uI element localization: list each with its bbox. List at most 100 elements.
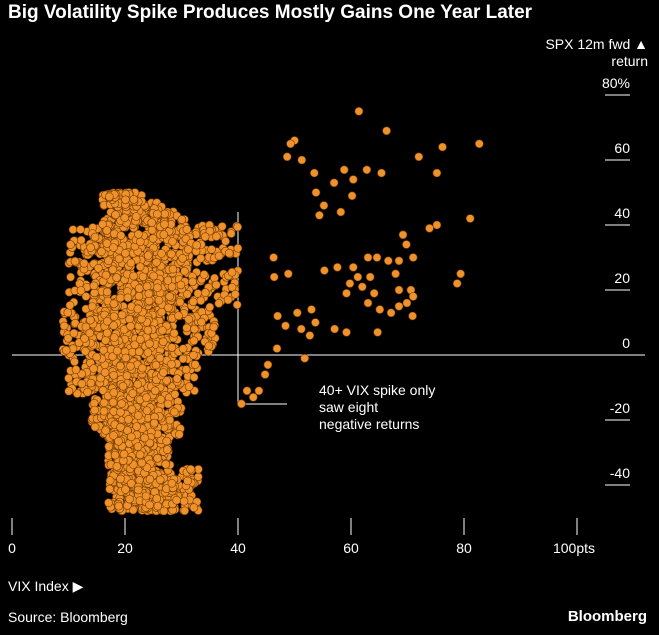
axis-labels: 80% 60 40 20 0 -20 -40 SPX 12m fwd ▲return 0 20 40…	[8, 36, 648, 556]
data-point	[273, 311, 282, 321]
cluster-point	[105, 476, 115, 485]
cluster-point	[109, 321, 118, 330]
cluster-point	[189, 372, 199, 382]
cluster-point	[90, 422, 100, 432]
cluster-point	[167, 343, 177, 352]
cluster-point	[119, 449, 129, 459]
cluster-point	[117, 310, 127, 320]
cluster-point	[223, 295, 233, 305]
cluster-point	[89, 364, 98, 373]
cluster-point	[127, 404, 137, 414]
cluster-point	[162, 445, 172, 454]
data-point	[254, 386, 264, 396]
cluster-point	[207, 245, 216, 254]
cluster-point	[148, 234, 158, 243]
cluster-point	[162, 436, 171, 446]
cluster-point	[143, 251, 153, 260]
data-point	[365, 272, 375, 282]
cluster-point	[134, 284, 144, 293]
cluster-point	[201, 288, 210, 297]
cluster-point	[81, 292, 91, 301]
cluster-point	[80, 334, 89, 343]
cluster-point	[188, 297, 198, 307]
cluster-point	[134, 230, 143, 239]
cluster-point	[151, 360, 161, 370]
cluster-point	[168, 237, 177, 246]
data-point	[362, 165, 372, 175]
y-axis-title: SPX 12m fwd ▲	[545, 36, 648, 52]
x-tick-label: 100pts	[553, 540, 595, 556]
data-point	[319, 201, 329, 210]
data-point	[354, 107, 364, 116]
data-point	[353, 272, 363, 282]
cluster-point	[164, 303, 173, 313]
cluster-point	[134, 347, 144, 357]
cluster-point	[189, 350, 198, 360]
cluster-point	[120, 213, 129, 222]
annotation-text: saw eight	[319, 399, 378, 415]
data-point	[330, 324, 339, 334]
cluster-point	[81, 322, 91, 332]
cluster-point	[63, 308, 73, 317]
cluster-point	[233, 243, 243, 253]
cluster-point	[117, 399, 126, 409]
cluster-point	[175, 297, 185, 307]
cluster-point	[116, 407, 125, 417]
data-point	[363, 253, 373, 262]
cluster-point	[221, 236, 230, 246]
cluster-point	[76, 286, 86, 295]
cluster-point	[72, 389, 82, 398]
cluster-point	[205, 302, 215, 312]
cluster-point	[94, 263, 103, 273]
cluster-point	[90, 405, 99, 415]
cluster-point	[121, 195, 130, 205]
data-point	[342, 327, 351, 337]
y-tick-label: -40	[610, 465, 630, 481]
cluster-point	[144, 296, 154, 306]
cluster-point	[214, 251, 224, 261]
data-point	[282, 152, 292, 162]
cluster-point	[140, 433, 149, 443]
cluster-point	[104, 442, 114, 451]
cluster-point	[99, 406, 109, 416]
x-tick-label: 20	[117, 540, 133, 556]
data-point	[315, 211, 324, 220]
data-point	[311, 318, 320, 327]
data-point	[307, 305, 316, 314]
cluster-point	[152, 494, 162, 503]
x-tick-label: 60	[343, 540, 359, 556]
data-point	[347, 191, 357, 201]
cluster-point	[129, 195, 139, 204]
cluster-point	[125, 494, 134, 504]
cluster-point	[197, 317, 206, 327]
cluster-point	[118, 381, 128, 391]
cluster-point	[108, 352, 117, 361]
cluster-point	[184, 245, 193, 254]
data-point	[297, 155, 307, 165]
y-tick-label: 40	[614, 205, 630, 221]
data-point	[283, 269, 293, 279]
cluster-point	[178, 354, 188, 364]
cluster-point	[70, 357, 79, 367]
data-point	[336, 207, 346, 217]
cluster-point	[124, 415, 133, 424]
data-point	[237, 399, 246, 409]
cluster-point	[143, 348, 153, 357]
cluster-point	[142, 393, 151, 402]
cluster-point	[101, 270, 111, 280]
cluster-point	[172, 374, 182, 383]
data-point	[373, 327, 382, 337]
cluster-point	[128, 505, 138, 515]
data-point	[394, 285, 404, 295]
data-point	[348, 175, 358, 184]
cluster-point	[156, 395, 166, 404]
cluster-point	[160, 209, 169, 219]
cluster-point	[109, 243, 118, 252]
data-point	[260, 370, 270, 379]
brand-logo: Bloomberg	[567, 608, 647, 625]
chart-title: Big Volatility Spike Produces Mostly Gai…	[8, 2, 533, 23]
cluster-point	[128, 389, 138, 398]
cluster-point	[154, 295, 164, 305]
cluster-point	[160, 220, 169, 229]
cluster-point	[108, 397, 118, 407]
